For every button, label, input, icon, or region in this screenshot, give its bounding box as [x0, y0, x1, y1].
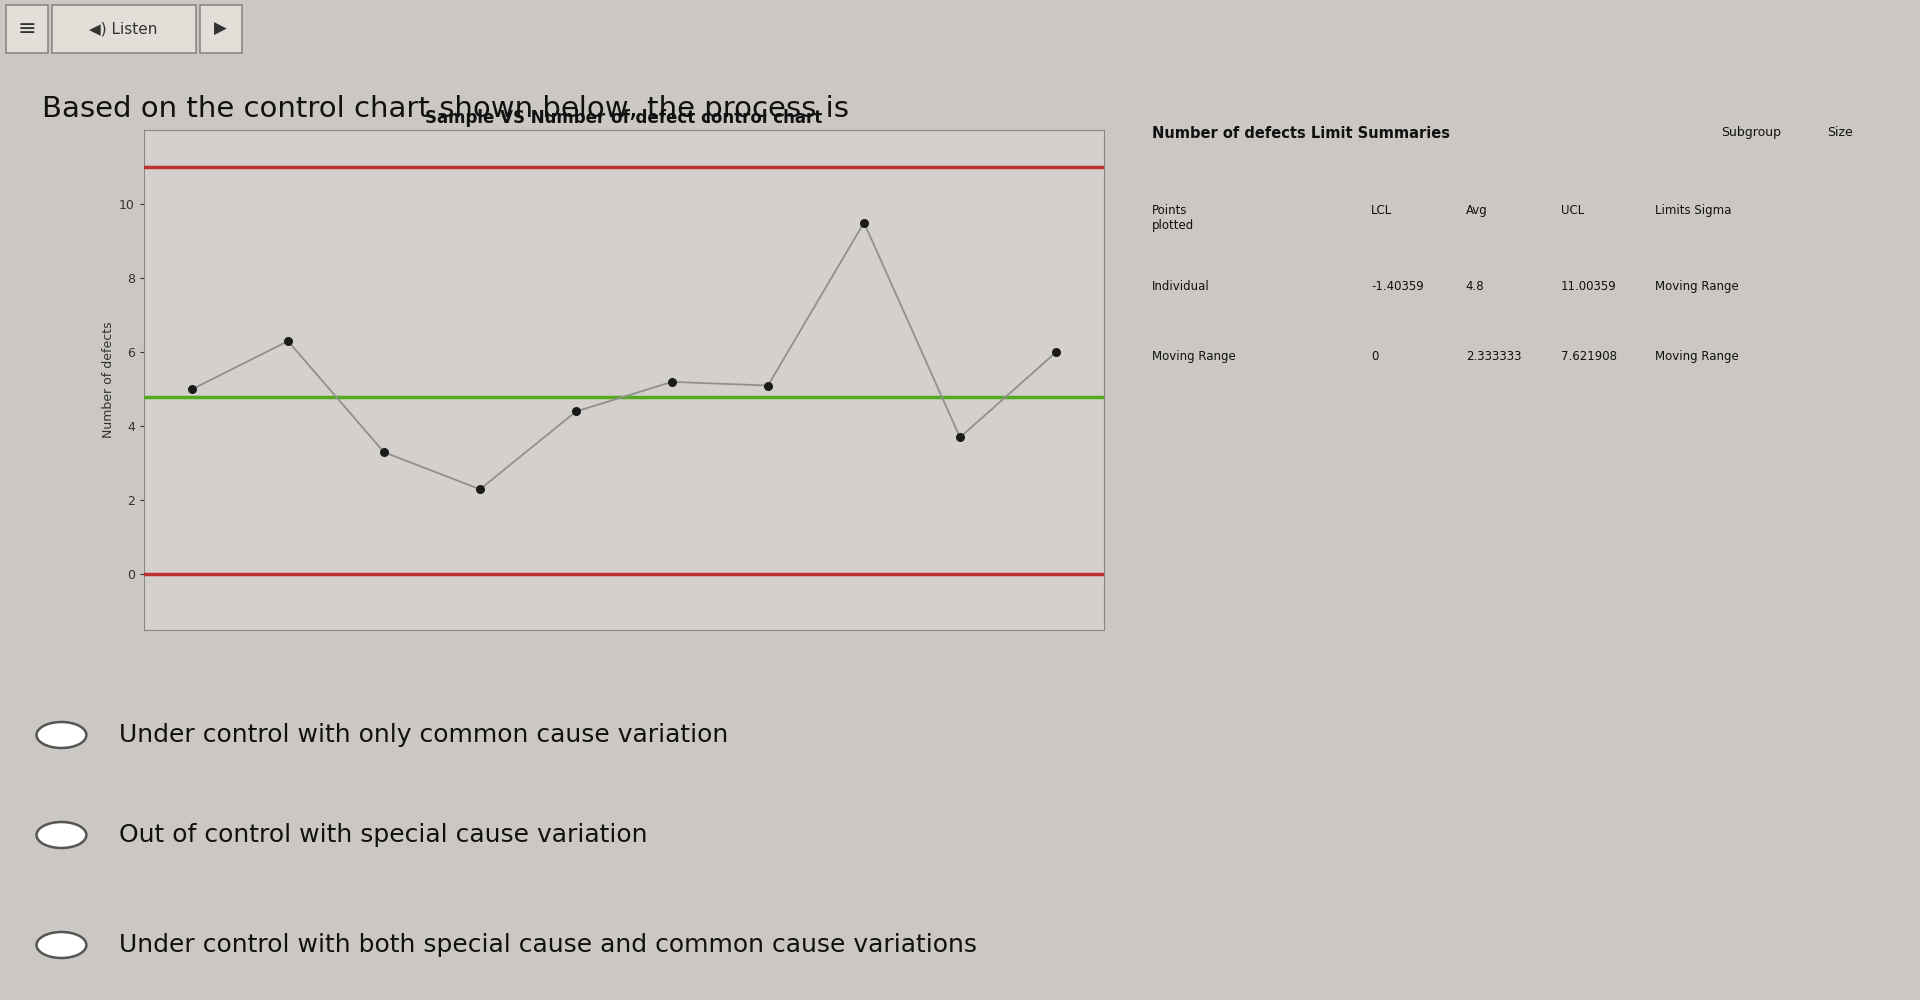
Point	[177, 381, 207, 397]
FancyBboxPatch shape	[6, 5, 48, 53]
Text: 2.333333: 2.333333	[1465, 350, 1521, 363]
Title: Sample VS Number of defect control chart: Sample VS Number of defect control chart	[426, 109, 822, 127]
Text: Number of defects Limit Summaries: Number of defects Limit Summaries	[1152, 126, 1450, 141]
Text: ≡: ≡	[17, 19, 36, 39]
FancyBboxPatch shape	[52, 5, 196, 53]
Text: Out of control with special cause variation: Out of control with special cause variat…	[119, 823, 647, 847]
Text: Based on the control chart shown below, the process is: Based on the control chart shown below, …	[42, 95, 849, 123]
Text: ▶: ▶	[215, 20, 227, 38]
Text: Moving Range: Moving Range	[1655, 280, 1740, 293]
Point	[1041, 344, 1071, 360]
Text: 11.00359: 11.00359	[1561, 280, 1617, 293]
Text: Subgroup: Subgroup	[1720, 126, 1782, 139]
Text: Size: Size	[1826, 126, 1853, 139]
Point	[657, 374, 687, 390]
Text: Under control with both special cause and common cause variations: Under control with both special cause an…	[119, 933, 977, 957]
Text: Limits Sigma: Limits Sigma	[1655, 204, 1732, 217]
Text: Individual: Individual	[1152, 280, 1210, 293]
Point	[369, 444, 399, 460]
Point	[561, 403, 591, 419]
Point	[849, 215, 879, 231]
Point	[465, 481, 495, 497]
Text: 0: 0	[1371, 350, 1379, 363]
Text: Moving Range: Moving Range	[1655, 350, 1740, 363]
Point	[945, 429, 975, 445]
Text: Under control with only common cause variation: Under control with only common cause var…	[119, 723, 728, 747]
Text: 7.621908: 7.621908	[1561, 350, 1617, 363]
Y-axis label: Number of defects: Number of defects	[102, 322, 115, 438]
Text: 4.8: 4.8	[1465, 280, 1484, 293]
Text: Moving Range: Moving Range	[1152, 350, 1236, 363]
Text: UCL: UCL	[1561, 204, 1584, 217]
Text: ◀) Listen: ◀) Listen	[88, 21, 157, 36]
Text: LCL: LCL	[1371, 204, 1392, 217]
Point	[273, 333, 303, 349]
Text: Avg: Avg	[1465, 204, 1488, 217]
Point	[753, 378, 783, 394]
FancyBboxPatch shape	[200, 5, 242, 53]
Text: -1.40359: -1.40359	[1371, 280, 1423, 293]
Text: Points
plotted: Points plotted	[1152, 204, 1194, 232]
